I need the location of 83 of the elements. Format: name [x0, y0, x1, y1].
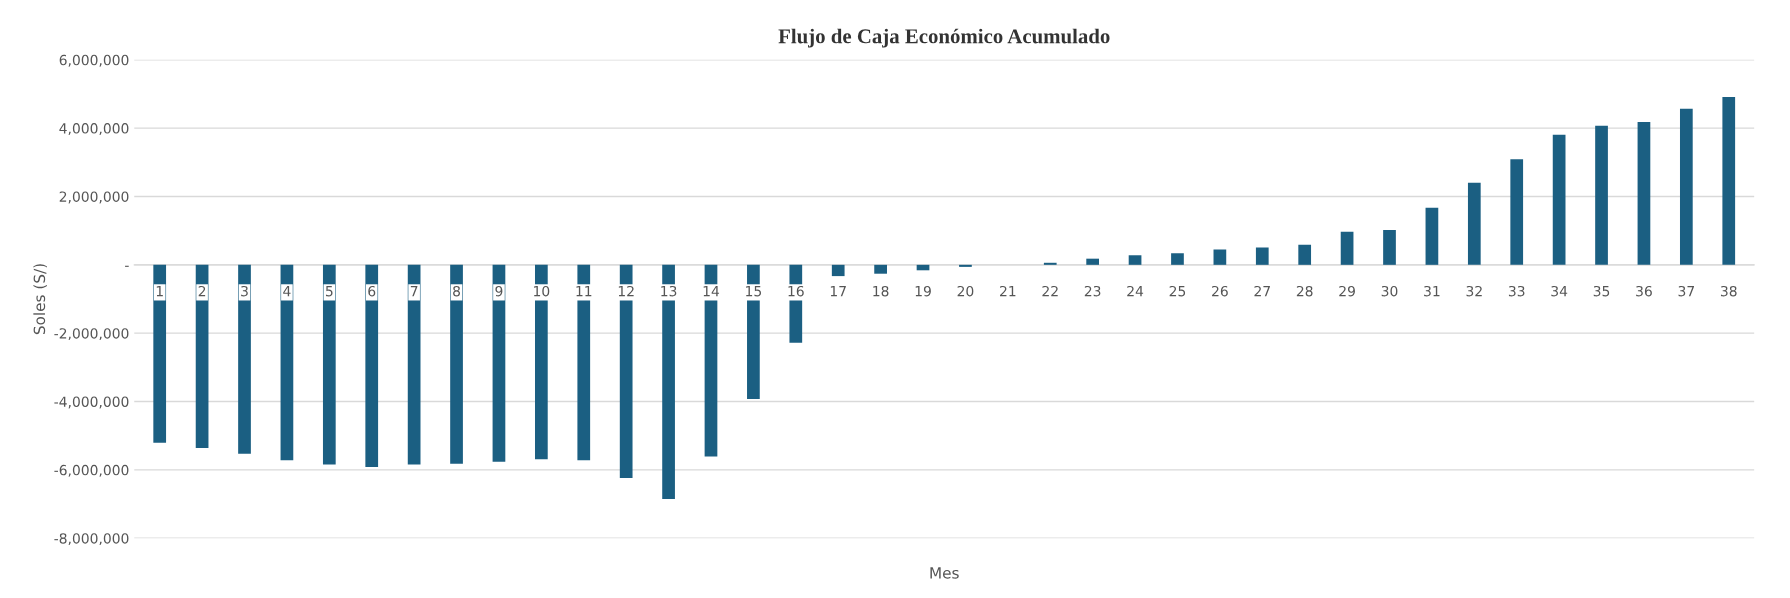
y-tick-label: -4,000,000 [54, 396, 129, 409]
bar [153, 264, 167, 443]
bar [450, 264, 463, 464]
y-tick-label: -2,000,000 [54, 328, 129, 341]
x-tick-label: 32 [1466, 285, 1482, 297]
bar [747, 264, 760, 400]
bar [365, 264, 379, 468]
y-tick-label: 4,000,000 [59, 123, 129, 136]
bar [1043, 262, 1057, 265]
x-tick-label: 9 [495, 285, 503, 297]
bar [874, 264, 887, 274]
bar [195, 264, 209, 448]
x-tick-label: 23 [1084, 285, 1101, 297]
x-tick-label: 37 [1678, 285, 1694, 297]
bar [1722, 97, 1736, 265]
x-tick-label: 8 [453, 285, 461, 297]
x-tick-label: 16 [788, 285, 804, 297]
chart-title: Flujo de Caja Económico Acumulado [778, 28, 1110, 48]
bar [1552, 134, 1566, 265]
bar [1255, 247, 1269, 265]
x-tick-label: 34 [1551, 285, 1568, 297]
x-tick-label: 7 [410, 286, 418, 297]
x-tick-label: 12 [618, 285, 634, 297]
bar [1213, 249, 1227, 265]
x-tick-label: 5 [325, 286, 333, 297]
x-tick-label: 29 [1339, 285, 1355, 297]
y-tick-label: - [125, 265, 129, 267]
bar [831, 264, 845, 277]
x-tick-label: 10 [534, 285, 550, 297]
bar [535, 264, 548, 460]
x-tick-label: 33 [1508, 285, 1525, 297]
y-axis-title: Soles (S/) [33, 264, 47, 335]
x-tick-label: 6 [368, 285, 376, 297]
x-tick-label: 19 [915, 285, 931, 297]
x-tick-label: 25 [1169, 285, 1186, 297]
x-tick-label: 13 [661, 285, 677, 297]
x-tick-label: 20 [957, 285, 974, 297]
bar [577, 264, 591, 461]
bar [1425, 207, 1439, 265]
x-tick-label: 22 [1042, 285, 1058, 297]
bar [238, 264, 251, 454]
bar [280, 264, 294, 461]
bar [1637, 121, 1651, 265]
x-tick-label: 28 [1296, 285, 1313, 297]
bar [1383, 229, 1396, 265]
x-tick-label: 24 [1127, 285, 1144, 297]
x-tick-label: 31 [1424, 285, 1440, 297]
bar [1086, 258, 1100, 265]
bar [1595, 125, 1608, 265]
x-tick-label: 11 [576, 286, 592, 297]
x-tick-label: 36 [1636, 285, 1652, 297]
bar [1128, 255, 1142, 265]
x-tick-label: 14 [703, 286, 720, 297]
x-tick-label: 26 [1212, 285, 1228, 297]
x-tick-label: 30 [1381, 285, 1398, 297]
bar [322, 264, 336, 465]
bar [1467, 182, 1481, 265]
x-axis-title: Mes [930, 567, 959, 579]
bar [407, 264, 421, 465]
x-tick-label: 18 [873, 285, 889, 297]
bar [492, 264, 506, 462]
x-tick-label: 21 [1000, 285, 1016, 297]
bar [1679, 108, 1693, 265]
x-tick-label: 38 [1720, 285, 1737, 297]
x-tick-label: 15 [746, 286, 762, 297]
bar [619, 264, 633, 479]
x-tick-label: 4 [283, 286, 291, 297]
x-tick-label: 27 [1254, 285, 1270, 297]
y-tick-label: 2,000,000 [59, 191, 129, 204]
x-tick-label: 3 [241, 285, 248, 297]
bar [662, 264, 675, 499]
y-tick-label: 6,000,000 [59, 54, 129, 67]
x-tick-label: 17 [830, 286, 846, 297]
bar [1298, 244, 1312, 265]
bar [1510, 159, 1524, 265]
y-tick-label: -8,000,000 [54, 533, 129, 546]
bar [1171, 253, 1184, 265]
x-tick-label: 2 [198, 285, 206, 297]
x-tick-label: 35 [1593, 285, 1610, 297]
bar [959, 264, 972, 267]
x-tick-label: 1 [156, 286, 163, 297]
bar [1340, 231, 1354, 265]
y-tick-label: -6,000,000 [54, 464, 129, 477]
